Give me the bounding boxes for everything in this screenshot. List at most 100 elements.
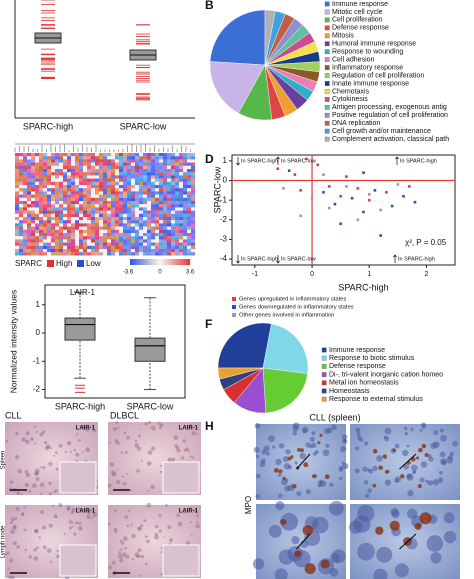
cell xyxy=(154,524,159,529)
cell xyxy=(85,428,89,432)
cell xyxy=(121,541,125,545)
heatmap-cell xyxy=(59,162,64,166)
heatmap-cell xyxy=(123,201,128,205)
heatmap-cell xyxy=(55,204,60,208)
panel-letter: D xyxy=(205,152,214,166)
heatmap-cell xyxy=(119,185,124,189)
heatmap-cell xyxy=(123,156,128,160)
colorbar xyxy=(162,259,165,265)
cell xyxy=(143,519,147,523)
heatmap-cell xyxy=(51,210,56,214)
heatmap-cell xyxy=(103,169,108,173)
heatmap-cell xyxy=(51,197,56,202)
cell xyxy=(164,503,168,508)
point xyxy=(373,189,377,192)
heatmap-cell xyxy=(107,220,112,224)
legend-swatch xyxy=(321,364,327,369)
heatmap-cell xyxy=(75,233,80,237)
heatmap-cell xyxy=(111,226,116,230)
heatmap-cell xyxy=(47,204,52,208)
heatmap-cell xyxy=(135,191,140,195)
nucleus xyxy=(407,489,414,497)
cell xyxy=(130,489,133,492)
heatmap-cell xyxy=(75,204,80,208)
point xyxy=(356,218,360,222)
heatmap-cell xyxy=(183,159,188,163)
heatmap-cell xyxy=(191,178,196,182)
cell xyxy=(116,469,119,471)
heatmap-cell xyxy=(91,239,96,243)
cell xyxy=(131,533,136,539)
heatmap-cell xyxy=(31,156,36,160)
heatmap-cell xyxy=(99,169,104,173)
heatmap-cell xyxy=(135,223,140,227)
heatmap-cell xyxy=(91,191,96,195)
heatmap-cell xyxy=(87,188,92,192)
heatmap-cell xyxy=(159,236,164,240)
heatmap-cell xyxy=(31,185,36,189)
heatmap-cell xyxy=(123,245,128,250)
nucleus xyxy=(426,535,444,552)
nucleus xyxy=(427,480,433,486)
cell xyxy=(21,437,26,443)
heatmap-cell xyxy=(127,242,132,246)
heatmap-cell xyxy=(63,156,68,160)
heatmap-cell xyxy=(151,172,156,176)
heatmap-cell xyxy=(155,220,160,224)
heatmap-cell xyxy=(135,252,140,256)
heatmap-cell xyxy=(115,169,120,173)
cell xyxy=(24,470,29,474)
legend-label: Cytokinesis xyxy=(332,96,368,103)
heatmap-cell xyxy=(71,213,76,218)
heatmap-cell xyxy=(67,181,72,186)
heatmap-cell xyxy=(47,191,52,195)
heatmap-cell xyxy=(95,191,100,195)
heatmap-cell xyxy=(175,233,180,237)
heatmap-cell xyxy=(39,233,44,237)
cell xyxy=(16,545,20,549)
heatmap-cell xyxy=(23,172,28,176)
heatmap-cell xyxy=(151,197,156,202)
point xyxy=(287,169,291,173)
heatmap-cell xyxy=(59,175,64,179)
plot-frame xyxy=(44,284,186,399)
heatmap-cell xyxy=(175,229,180,234)
heatmap-cell xyxy=(159,159,164,163)
cell xyxy=(51,505,55,508)
heatmap-cell xyxy=(39,162,44,166)
heatmap-cell xyxy=(163,156,168,160)
legend-swatch xyxy=(324,1,330,7)
heatmap-cell xyxy=(55,242,60,246)
heatmap-cell xyxy=(95,194,100,198)
heatmap-cell xyxy=(179,169,184,173)
heatmap-cell xyxy=(35,220,40,224)
heatmap-cell xyxy=(31,204,36,208)
heatmap-cell xyxy=(147,153,152,157)
heatmap-cell xyxy=(15,201,20,205)
nucleus xyxy=(293,422,300,429)
cell xyxy=(7,567,10,570)
heatmap-cell xyxy=(51,201,56,205)
heatmap-cell xyxy=(75,172,80,176)
heatmap-cell xyxy=(43,239,48,243)
point xyxy=(299,214,302,218)
heatmap-cell xyxy=(15,245,20,250)
cell xyxy=(85,447,91,453)
heatmap-cell xyxy=(167,226,172,230)
nucleus xyxy=(277,473,282,477)
heatmap-cell xyxy=(151,236,156,240)
nucleus xyxy=(253,446,260,453)
heatmap-cell xyxy=(143,197,148,202)
nucleus xyxy=(339,476,343,481)
legend-label: Immune response xyxy=(329,347,385,354)
heatmap-cell xyxy=(119,197,124,202)
heatmap-cell xyxy=(163,229,168,234)
heatmap-cell xyxy=(87,153,92,157)
heatmap-cell xyxy=(111,236,116,240)
arrow xyxy=(393,254,397,263)
heatmap-cell xyxy=(23,153,28,157)
mpo-cell xyxy=(419,512,432,525)
heatmap-cell xyxy=(143,156,148,160)
heatmap-cell xyxy=(95,217,100,221)
heatmap-cell xyxy=(139,210,144,214)
